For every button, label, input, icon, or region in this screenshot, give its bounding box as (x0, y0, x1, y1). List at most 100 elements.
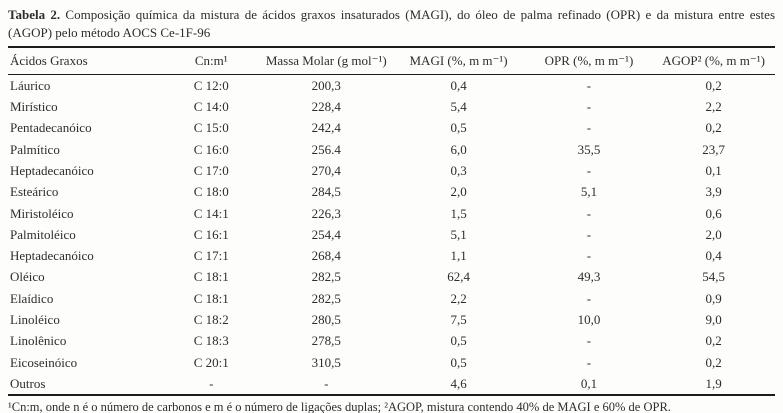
cell-cnm: C 18:0 (193, 184, 229, 200)
cell-acido-graxo: Palmítico (10, 141, 60, 157)
cell-massa-molar: 228,4 (311, 99, 341, 115)
cell-opr: 49,3 (577, 269, 601, 285)
cell-massa-molar: 280,5 (311, 312, 341, 328)
cell-massa-molar: 242,4 (311, 120, 341, 136)
cell-magi: 2,0 (450, 184, 467, 200)
cell-acido-graxo: Oléico (10, 269, 45, 285)
cell-acido-graxo: Linoléico (10, 312, 60, 328)
cell-opr: - (586, 120, 592, 136)
cell-cnm: C 18:1 (193, 269, 229, 285)
table-row: Elaídico C 18:1 282,5 2,2 - 0,9 (8, 288, 775, 309)
table-footnote: ¹Cn:m, onde n é o número de carbonos e m… (8, 399, 671, 413)
cell-massa-molar: 200,3 (311, 77, 341, 93)
col-header-massa-molar: Massa Molar (g mol⁻¹) (265, 52, 387, 68)
table-header-row: Ácidos Graxos Cn:m¹ Massa Molar (g mol⁻¹… (8, 46, 775, 75)
cell-massa-molar: 282,5 (311, 290, 341, 306)
table-row: Pentadecanóico C 15:0 242,4 0,5 - 0,2 (8, 117, 775, 138)
cell-acido-graxo: Miristoléico (10, 205, 74, 221)
cell-cnm: C 14:1 (193, 205, 229, 221)
cell-magi: 6,0 (450, 141, 467, 157)
cell-agop: 1,9 (705, 375, 722, 391)
cell-magi: 5,1 (450, 226, 467, 242)
cell-opr: - (586, 333, 592, 349)
cell-magi: 0,5 (450, 333, 467, 349)
table-row: Outros - - 4,6 0,1 1,9 (8, 373, 775, 395)
table-row: Linolênico C 18:3 278,5 0,5 - 0,2 (8, 330, 775, 351)
cell-agop: 0,2 (705, 120, 722, 136)
cell-acido-graxo: Outros (10, 375, 46, 391)
cell-massa-molar: 268,4 (311, 248, 341, 264)
cell-cnm: C 18:2 (193, 312, 229, 328)
cell-agop: 0,2 (705, 77, 722, 93)
table-row: Oléico C 18:1 282,5 62,4 49,3 54,5 (8, 266, 775, 287)
cell-opr: - (586, 248, 592, 264)
cell-magi: 0,5 (450, 354, 467, 370)
cell-cnm: C 17:1 (193, 248, 229, 264)
cell-acido-graxo: Láurico (10, 77, 51, 93)
cell-agop: 0,1 (705, 162, 722, 178)
cell-massa-molar: 270,4 (311, 162, 341, 178)
cell-magi: 2,2 (450, 290, 467, 306)
cell-cnm: C 17:0 (193, 162, 229, 178)
cell-magi: 7,5 (450, 312, 467, 328)
table-row: Palmítico C 16:0 256.4 6,0 35,5 23,7 (8, 139, 775, 160)
cell-massa-molar: 254,4 (311, 226, 341, 242)
cell-cnm: C 18:3 (193, 333, 229, 349)
cell-acido-graxo: Heptadecanóico (10, 248, 94, 264)
cell-agop: 9,0 (705, 312, 722, 328)
cell-agop: 2,2 (705, 99, 722, 115)
col-header-agop: AGOP² (%, m m⁻¹) (662, 52, 765, 68)
col-header-cnm: Cn:m¹ (194, 52, 228, 68)
cell-massa-molar: 284,5 (311, 184, 341, 200)
cell-opr: 10,0 (577, 312, 601, 328)
cell-acido-graxo: Eicoseinóico (10, 354, 78, 370)
cell-acido-graxo: Heptadecanóico (10, 162, 94, 178)
cell-magi: 0,5 (450, 120, 467, 136)
cell-massa-molar: 310,5 (311, 354, 341, 370)
cell-agop: 0,6 (705, 205, 722, 221)
cell-agop: 0,2 (705, 333, 722, 349)
cell-acido-graxo: Esteárico (10, 184, 59, 200)
cell-opr: - (586, 290, 592, 306)
cell-cnm: C 14:0 (193, 99, 229, 115)
table-row: Heptadecanóico C 17:0 270,4 0,3 - 0,1 (8, 160, 775, 181)
cell-magi: 0,3 (450, 162, 467, 178)
cell-cnm: C 12:0 (193, 77, 229, 93)
cell-agop: 54,5 (702, 269, 725, 285)
cell-agop: 0,9 (705, 290, 722, 306)
col-header-magi: MAGI (%, m m⁻¹) (409, 52, 508, 68)
table-header: Ácidos Graxos Cn:m¹ Massa Molar (g mol⁻¹… (8, 46, 775, 75)
table-row: Heptadecanóico C 17:1 268,4 1,1 - 0,4 (8, 245, 775, 266)
cell-cnm: - (209, 375, 214, 391)
cell-opr: 5,1 (580, 184, 598, 200)
table-row: Esteárico C 18:0 284,5 2,0 5,1 3,9 (8, 181, 775, 202)
cell-magi: 1,1 (450, 248, 467, 264)
cell-opr: - (586, 77, 592, 93)
cell-agop: 3,9 (705, 184, 722, 200)
cell-opr: - (586, 354, 592, 370)
col-header-acidos-graxos: Ácidos Graxos (10, 52, 88, 68)
cell-acido-graxo: Pentadecanóico (10, 120, 92, 136)
cell-agop: 23,7 (702, 141, 725, 157)
cell-opr: - (586, 226, 592, 242)
cell-acido-graxo: Mirístico (10, 99, 58, 115)
cell-magi: 1,5 (450, 205, 467, 221)
cell-massa-molar: 226,3 (311, 205, 341, 221)
cell-cnm: C 16:0 (193, 141, 229, 157)
cell-magi: 4,6 (450, 375, 467, 391)
table-caption-label: Tabela 2. (8, 7, 61, 22)
cell-magi: 5,4 (450, 99, 467, 115)
table-caption: Tabela 2. Composição química da mistura … (8, 6, 775, 43)
cell-agop: 0,2 (705, 354, 722, 370)
table-row: Láurico C 12:0 200,3 0,4 - 0,2 (8, 74, 775, 96)
cell-agop: 2,0 (705, 226, 722, 242)
table-row: Linoléico C 18:2 280,5 7,5 10,0 9,0 (8, 309, 775, 330)
cell-opr: - (586, 205, 592, 221)
cell-massa-molar: 278,5 (311, 333, 341, 349)
table-row: Miristoléico C 14:1 226,3 1,5 - 0,6 (8, 202, 775, 223)
cell-acido-graxo: Elaídico (10, 290, 54, 306)
cell-magi: 0,4 (450, 77, 467, 93)
col-header-opr: OPR (%, m m⁻¹) (544, 52, 634, 68)
table-row: Mirístico C 14:0 228,4 5,4 - 2,2 (8, 96, 775, 117)
cell-massa-molar: 256.4 (311, 141, 341, 157)
